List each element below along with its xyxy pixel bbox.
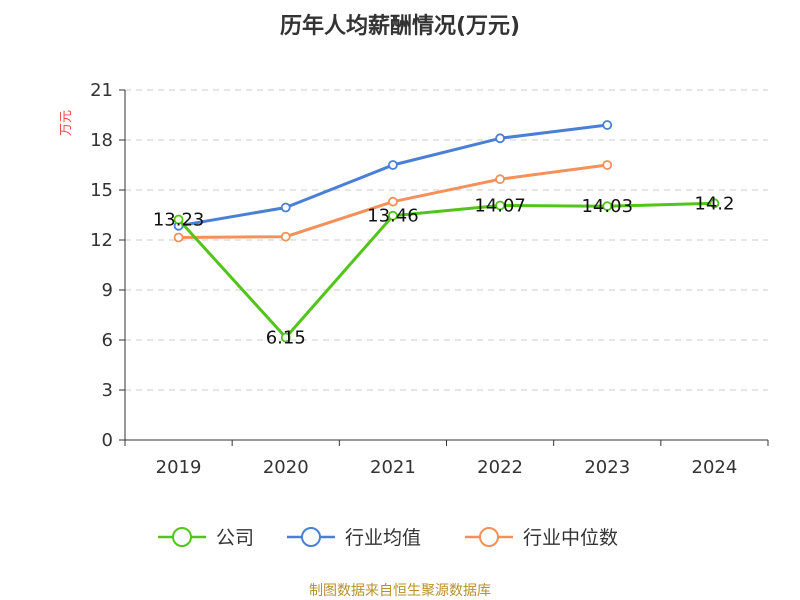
legend[interactable]: 公司 行业均值 行业中位数	[158, 527, 618, 549]
y-tick-label: 9	[102, 280, 113, 301]
chart-title: 历年人均薪酬情况(万元)	[280, 13, 520, 39]
data-label: 14.07	[474, 196, 526, 217]
x-tick-label: 2022	[477, 457, 523, 478]
x-tick-label: 2021	[370, 457, 416, 478]
data-point-2	[173, 232, 184, 243]
data-label: 14.2	[694, 193, 734, 214]
series-line-0	[177, 201, 716, 339]
legend-label: 行业均值	[345, 527, 421, 549]
data-point-0	[388, 210, 398, 221]
legend-marker-icon	[301, 527, 321, 547]
data-point-0	[709, 198, 720, 209]
data-label: 14.03	[581, 196, 633, 217]
data-point-2	[602, 160, 613, 170]
data-label: 13.46	[367, 206, 419, 227]
axes: 0 3 6 9 12 15 18 21 2019 2020 2021 2022 2023 2024	[90, 80, 769, 478]
data-labels: 13.23 6.15 13.46 14.07 14.03 14.2	[153, 193, 735, 348]
x-tick-label: 2020	[263, 457, 309, 478]
legend-item-0[interactable]: 公司	[158, 527, 254, 549]
x-tick-label: 2024	[692, 457, 738, 478]
data-label: 6.15	[266, 328, 306, 349]
data-point-0	[280, 332, 291, 343]
legend-item-1[interactable]: 行业均值	[287, 527, 421, 549]
x-tick-label: 2023	[584, 457, 630, 478]
data-point-1	[495, 133, 505, 144]
legend-label: 公司	[216, 527, 254, 549]
legend-marker-icon	[172, 527, 192, 547]
y-tick-label: 0	[102, 430, 113, 451]
data-point-1	[280, 202, 291, 213]
series-lines	[173, 120, 720, 343]
source-note: 制图数据来自恒生聚源数据库	[309, 583, 491, 599]
data-label: 13.23	[153, 210, 205, 231]
y-tick-label: 21	[90, 80, 113, 101]
data-point-0	[602, 201, 613, 212]
data-point-0	[495, 200, 505, 211]
y-tick-label: 15	[90, 180, 113, 201]
data-point-2	[388, 196, 398, 207]
legend-item-2[interactable]: 行业中位数	[465, 527, 618, 549]
y-tick-label: 18	[90, 130, 113, 151]
legend-label: 行业中位数	[523, 527, 618, 549]
data-point-2	[495, 174, 505, 185]
y-tick-label: 12	[90, 230, 113, 251]
x-tick-label: 2019	[156, 457, 202, 478]
y-axis-unit: 万元	[59, 110, 74, 136]
y-tick-label: 6	[102, 330, 113, 351]
data-point-1	[388, 160, 398, 170]
data-point-0	[173, 214, 184, 225]
legend-marker-icon	[479, 527, 499, 547]
data-point-2	[280, 231, 291, 242]
y-tick-label: 3	[102, 380, 113, 401]
grid-lines	[125, 89, 768, 391]
data-point-1	[602, 120, 613, 130]
